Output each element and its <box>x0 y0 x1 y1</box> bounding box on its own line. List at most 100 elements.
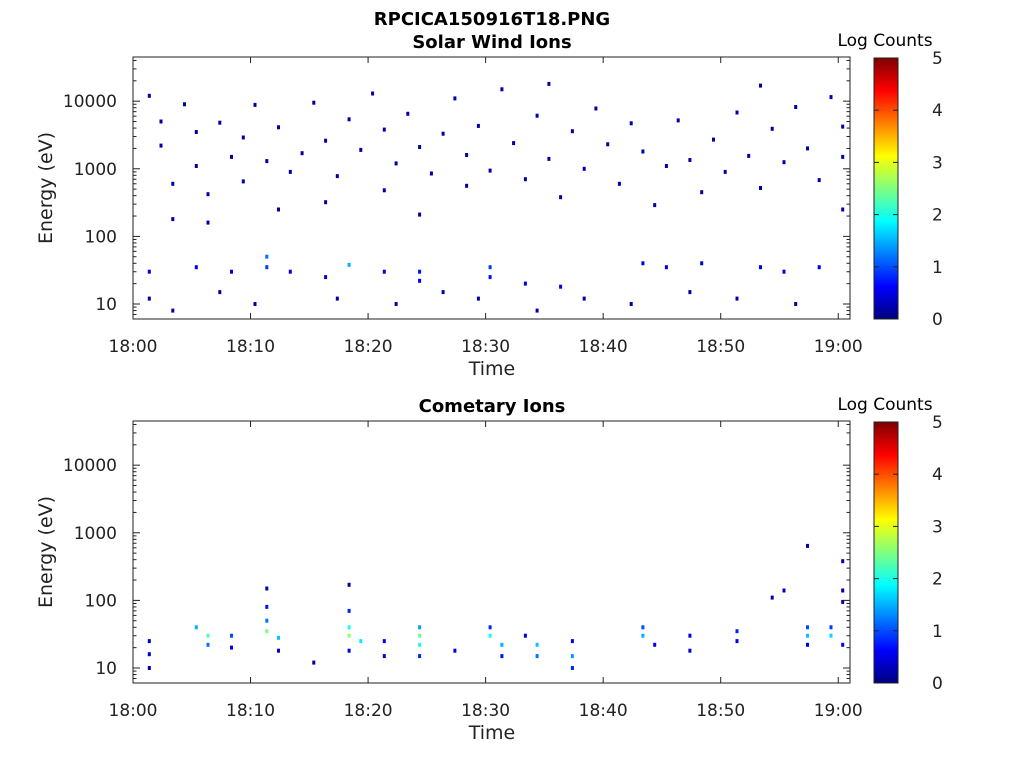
panel-title: Cometary Ions <box>419 396 566 417</box>
colorbar-label: Log Counts <box>837 395 932 415</box>
heatmap-cell <box>759 265 762 270</box>
heatmap-cell <box>418 642 422 647</box>
x-tick-label: 18:10 <box>226 701 275 721</box>
heatmap-cell <box>171 217 175 222</box>
heatmap-cell <box>147 652 151 657</box>
heatmap-cell <box>394 302 398 306</box>
heatmap-cell <box>312 100 316 105</box>
heatmap-cell <box>782 588 786 593</box>
heatmap-cell <box>770 595 774 600</box>
heatmap-cell <box>312 660 316 665</box>
heatmap-cell <box>382 269 386 274</box>
heatmap-cell <box>488 265 492 270</box>
heatmap-cell <box>441 290 445 295</box>
heatmap-cell <box>324 138 328 143</box>
heatmap-cell <box>688 290 692 295</box>
heatmap-cell <box>535 642 539 647</box>
heatmap-cell <box>441 131 445 136</box>
heatmap-cell <box>347 262 351 267</box>
heatmap-cell <box>265 629 269 634</box>
y-tick-label: 10000 <box>63 92 117 112</box>
y-tick-label: 1000 <box>74 524 117 544</box>
heatmap-cell <box>218 120 222 125</box>
colorbar-tick-label: 2 <box>932 206 943 226</box>
heatmap-cell <box>347 117 351 122</box>
heatmap-cell <box>606 142 610 147</box>
heatmap-cell <box>817 178 821 183</box>
panel-cometary-ions: Cometary Ions 18:00 18:10 18:20 18:30 18:40 1… <box>35 395 943 744</box>
plot-frame <box>132 420 851 684</box>
heatmap-cell <box>723 169 727 174</box>
colorbar-label: Log Counts <box>837 31 932 51</box>
heatmap-cell <box>147 666 151 670</box>
heatmap-cell <box>265 618 269 623</box>
heatmap-cell <box>335 296 339 301</box>
heatmap-cell <box>829 95 833 100</box>
heatmap-cell <box>570 654 574 659</box>
heatmap-cell <box>664 265 668 270</box>
heatmap-cell <box>806 543 809 548</box>
heatmap-cell <box>265 254 269 259</box>
heatmap-cell <box>277 207 280 212</box>
heatmap-cell <box>794 302 798 306</box>
heatmap-cell <box>535 113 539 118</box>
x-tick-label: 19:00 <box>814 337 863 357</box>
heatmap-cell <box>523 177 527 182</box>
colorbar-tick-label: 1 <box>932 622 943 642</box>
heatmap-cell <box>841 207 845 212</box>
heatmap-cell <box>159 143 163 148</box>
panel-title: Solar Wind Ions <box>412 32 571 53</box>
heatmap-cell <box>641 261 645 266</box>
heatmap-cell <box>664 164 668 168</box>
heatmap-cell <box>453 96 457 101</box>
heatmap-cell <box>194 265 198 270</box>
y-tick-label: 10 <box>95 659 117 679</box>
y-axis-label: Energy (eV) <box>35 496 57 608</box>
heatmap-cell <box>277 648 280 653</box>
heatmap-cell <box>523 281 527 286</box>
colorbar-ticks: 0 1 2 3 4 5 <box>874 413 943 694</box>
heatmap-cell <box>653 642 657 647</box>
heatmap-cell <box>347 582 351 587</box>
heatmap-cell <box>735 296 739 301</box>
heatmap-cell <box>700 261 704 266</box>
y-tick-label: 100 <box>85 591 117 611</box>
x-tick-label: 18:50 <box>696 337 745 357</box>
heatmap-cell <box>418 278 422 283</box>
heatmap-cell <box>700 190 704 195</box>
heatmap-cell <box>488 275 492 280</box>
heatmap-cell <box>230 645 233 650</box>
x-tick-label: 18:40 <box>579 701 628 721</box>
heatmap-cell <box>335 174 339 179</box>
y-axis-label: Energy (eV) <box>35 132 57 244</box>
heatmap-cell <box>570 666 574 670</box>
colorbar-tick-label: 3 <box>932 517 943 537</box>
heatmap-cell <box>418 269 422 274</box>
heatmap-cell <box>382 639 386 644</box>
heatmap-cell <box>806 625 809 630</box>
colorbar-tick-label: 1 <box>932 258 943 278</box>
colorbar-ticks: 0 1 2 3 4 5 <box>874 49 943 330</box>
heatmap-cell <box>570 639 574 644</box>
heatmap-cell <box>735 639 739 644</box>
heatmap-cell <box>147 296 151 301</box>
heatmap-cell <box>641 149 645 154</box>
heatmap-cell <box>359 639 363 644</box>
heatmap-cell <box>194 625 198 630</box>
x-tick-label: 18:20 <box>344 701 393 721</box>
y-axis: 10 100 1000 10000 <box>63 423 850 684</box>
x-tick-label: 18:30 <box>461 701 510 721</box>
heatmap-cell <box>253 302 257 306</box>
heatmap-cell <box>476 296 480 301</box>
heatmap-cell <box>770 126 774 131</box>
heatmap-cell <box>500 87 504 92</box>
y-tick-label: 1000 <box>74 160 117 180</box>
heatmap-cell <box>629 302 633 306</box>
heatmap-cell <box>712 137 715 142</box>
heatmap-cell <box>817 265 821 270</box>
heatmap-cell <box>230 154 233 159</box>
x-tick-label: 19:00 <box>814 701 863 721</box>
heatmap-cell <box>782 269 786 274</box>
y-tick-label: 100 <box>85 227 117 247</box>
heatmap-cell <box>488 168 492 173</box>
